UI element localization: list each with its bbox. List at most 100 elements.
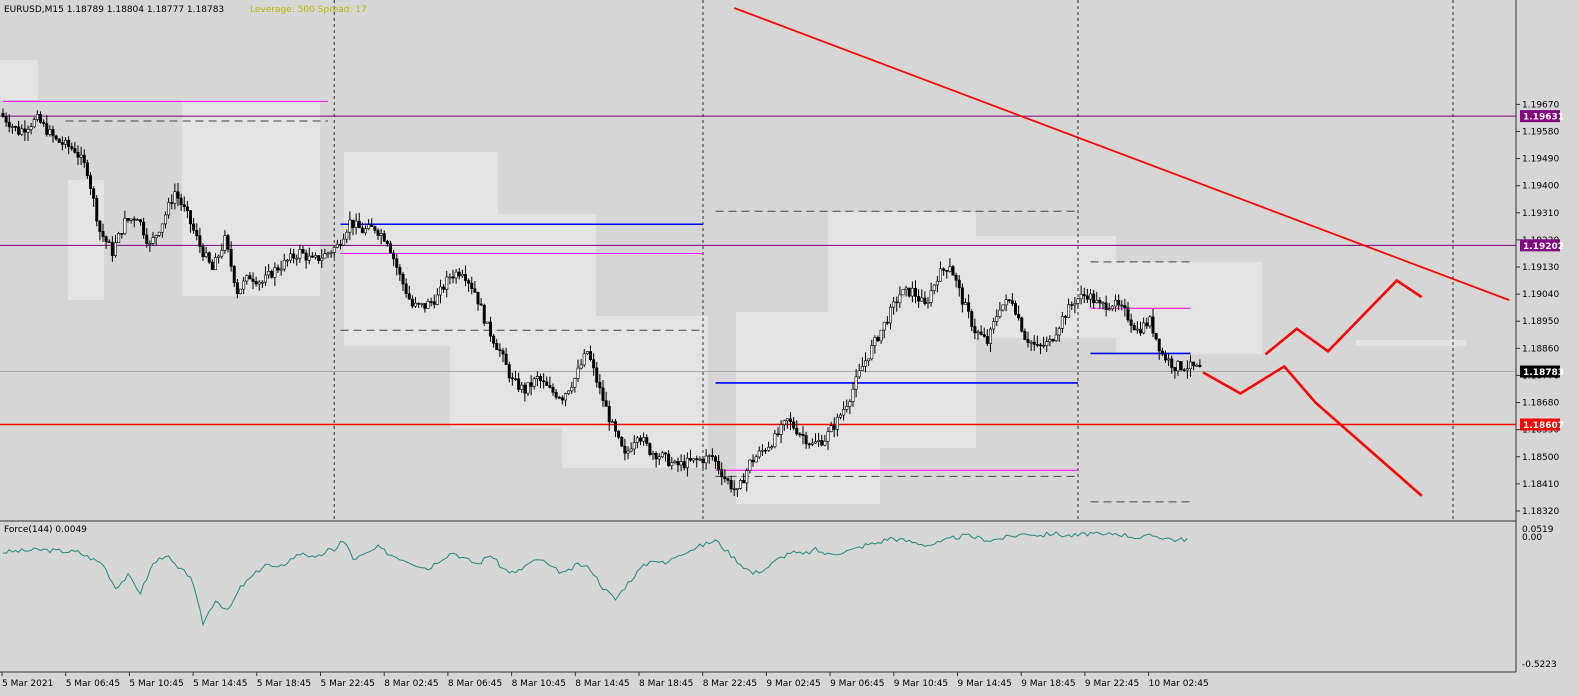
- candle-body: [338, 243, 342, 246]
- candle-body: [1064, 316, 1068, 318]
- candle-body: [501, 350, 505, 355]
- candle-body: [373, 226, 377, 231]
- candle-body: [607, 406, 611, 423]
- candle-body: [385, 240, 389, 244]
- candle-body: [901, 289, 905, 296]
- candle-body: [926, 302, 930, 304]
- candle-body: [1098, 299, 1102, 304]
- candle-body: [517, 378, 521, 390]
- candle-body: [445, 276, 449, 290]
- candle-body: [229, 248, 233, 267]
- candle-body: [642, 437, 646, 442]
- candle-body: [604, 400, 608, 407]
- candle-body: [307, 255, 311, 261]
- candle-body: [807, 443, 811, 446]
- candle-body: [1070, 304, 1074, 306]
- candle-body: [420, 303, 424, 305]
- candle-body: [735, 488, 739, 490]
- price-tag-bg: [1520, 365, 1560, 378]
- candle-body: [770, 446, 774, 448]
- candle-body: [1154, 332, 1158, 340]
- candle-body: [820, 440, 824, 446]
- candle-body: [1007, 299, 1011, 302]
- candle-body: [1123, 305, 1127, 308]
- price-tick-label: 1.18410: [1522, 480, 1559, 490]
- candle-body: [164, 214, 168, 225]
- trendline-group: [733, 7, 1510, 301]
- candle-body: [1010, 300, 1014, 304]
- candle-body: [29, 126, 33, 130]
- candle-body: [295, 257, 299, 260]
- candle-body: [182, 204, 186, 208]
- candle-body: [157, 231, 161, 236]
- candle-body: [79, 154, 83, 158]
- candle-body: [917, 296, 921, 302]
- price-tick-label: 1.19040: [1522, 290, 1559, 300]
- price-tick-label: 1.19580: [1522, 127, 1559, 137]
- candle-body: [242, 280, 246, 290]
- force-panel-bg: [0, 522, 1516, 672]
- candle-body: [98, 220, 102, 232]
- candle-body: [254, 281, 258, 285]
- time-tick-label: 5 Mar 2021: [2, 679, 53, 689]
- candle-body: [785, 418, 789, 422]
- candle-body: [292, 253, 296, 259]
- candle-body: [317, 255, 321, 261]
- candle-body: [1189, 361, 1193, 370]
- candle-body: [235, 282, 239, 295]
- candle-body: [17, 126, 21, 135]
- candle-body: [1126, 307, 1130, 321]
- candle-body: [313, 255, 317, 258]
- candle-body: [260, 281, 264, 284]
- candle-body: [382, 233, 386, 242]
- candle-body: [792, 421, 796, 429]
- candle-body: [401, 273, 405, 285]
- time-tick-label: 9 Mar 02:45: [766, 679, 820, 689]
- price-tick-label: 1.18680: [1522, 399, 1559, 409]
- candle-body: [392, 252, 396, 260]
- candle-body: [813, 441, 817, 444]
- candle-body: [354, 220, 358, 228]
- candle-body: [1057, 328, 1061, 336]
- candle-body: [1117, 299, 1121, 306]
- price-tag-label: 1.19631: [1523, 113, 1564, 123]
- candle-body: [201, 246, 205, 257]
- candle-body: [267, 271, 271, 276]
- candle-body: [148, 243, 152, 245]
- candle-body: [1023, 331, 1027, 340]
- candle-body: [101, 231, 105, 237]
- candle-body: [873, 337, 877, 346]
- candle-body: [367, 224, 371, 230]
- price-tag-label: 1.18607: [1523, 421, 1564, 431]
- candle-body: [698, 458, 702, 461]
- candle-body: [542, 380, 546, 383]
- candle-body: [823, 440, 827, 446]
- range-zone: [182, 100, 212, 296]
- candle-body: [432, 301, 436, 305]
- candle-body: [351, 219, 355, 228]
- time-tick-label: 5 Mar 18:45: [257, 679, 311, 689]
- candle-body: [1079, 293, 1083, 300]
- candle-body: [982, 334, 986, 337]
- candle-body: [860, 366, 864, 371]
- forecast-path: [1264, 278, 1423, 356]
- candle-body: [239, 288, 243, 295]
- candle-body: [285, 259, 289, 262]
- candle-body: [526, 382, 530, 394]
- candle-body: [204, 252, 208, 257]
- candle-body: [345, 231, 349, 240]
- time-tick-label: 9 Mar 06:45: [830, 679, 884, 689]
- candle-body: [20, 128, 24, 135]
- candle-body: [1182, 369, 1186, 372]
- candle-body: [723, 476, 727, 480]
- price-tick-label: 1.18860: [1522, 344, 1559, 354]
- candle-body: [126, 218, 130, 221]
- candle-body: [623, 445, 627, 454]
- force-tick-zero: 0.00: [1522, 533, 1542, 543]
- candle-body: [498, 349, 502, 351]
- candle-body: [663, 452, 667, 455]
- candle-body: [435, 294, 439, 305]
- candle-body: [117, 233, 121, 244]
- candle-body: [979, 331, 983, 335]
- candle-body: [82, 154, 86, 164]
